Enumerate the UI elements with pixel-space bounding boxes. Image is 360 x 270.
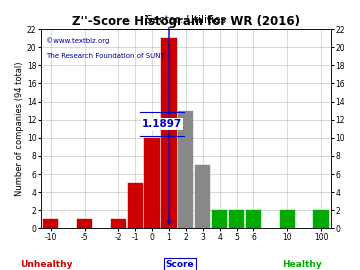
Y-axis label: Number of companies (94 total): Number of companies (94 total)	[15, 62, 24, 196]
Bar	[178, 111, 193, 228]
Bar	[111, 219, 126, 228]
Bar	[314, 210, 329, 228]
Bar	[144, 138, 160, 228]
Text: Score: Score	[166, 260, 194, 269]
Bar	[280, 210, 295, 228]
Text: 1.1897: 1.1897	[142, 119, 183, 129]
Bar	[229, 210, 244, 228]
Bar	[161, 38, 177, 228]
Bar	[195, 165, 210, 228]
Bar	[43, 219, 58, 228]
Text: Sector: Utilities: Sector: Utilities	[146, 15, 226, 25]
Text: Unhealthy: Unhealthy	[21, 260, 73, 269]
Text: The Research Foundation of SUNY: The Research Foundation of SUNY	[46, 53, 165, 59]
Title: Z''-Score Histogram for WR (2016): Z''-Score Histogram for WR (2016)	[72, 15, 300, 28]
Bar	[127, 183, 143, 228]
Bar	[246, 210, 261, 228]
Bar	[212, 210, 227, 228]
Text: ©www.textbiz.org: ©www.textbiz.org	[46, 37, 110, 44]
Bar	[77, 219, 92, 228]
Text: Healthy: Healthy	[283, 260, 322, 269]
